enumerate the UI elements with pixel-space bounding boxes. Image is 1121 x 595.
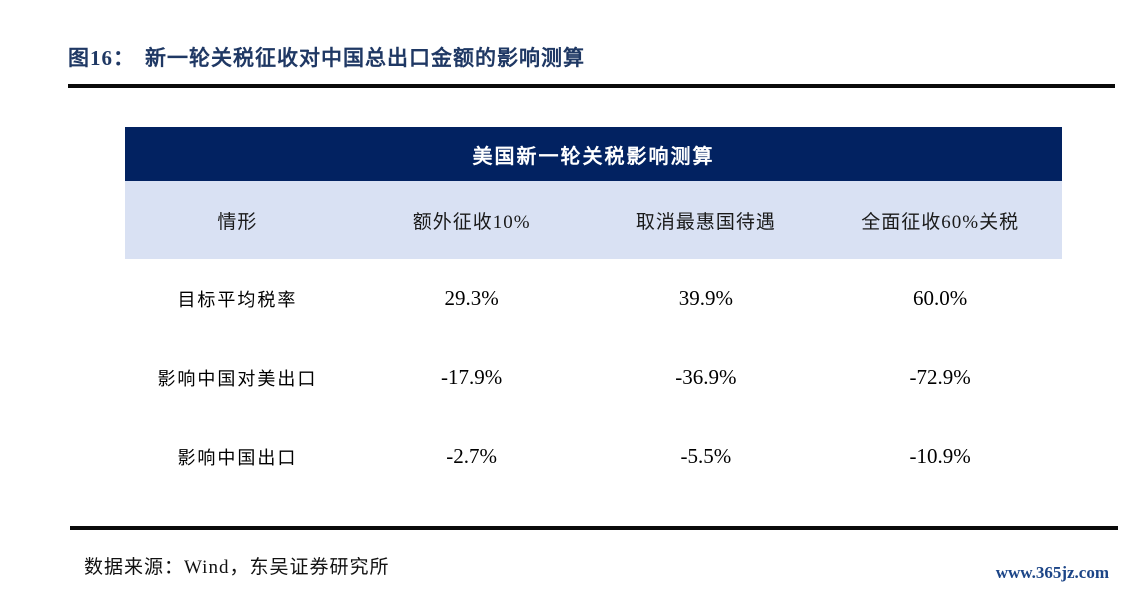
cell-value: -17.9% (441, 365, 503, 389)
cell-value: 29.3% (444, 286, 499, 310)
figure-number-label: 图16： (68, 46, 135, 70)
site-watermark-link[interactable]: www.365jz.com (995, 563, 1109, 582)
cell-value: 60.0% (913, 286, 968, 310)
tariff-impact-table: 美国新一轮关税影响测算 情形 额外征收10% 取消最惠国待遇 全面征收60%关税… (125, 127, 1062, 496)
figure-caption: 图16： 新一轮关税征收对中国总出口金额的影响测算 (68, 42, 585, 72)
top-divider-rule (68, 84, 1115, 88)
figure-title-text: 新一轮关税征收对中国总出口金额的影响测算 (145, 46, 585, 70)
table-column-header-row: 情形 额外征收10% 取消最惠国待遇 全面征收60%关税 (125, 181, 1062, 259)
data-source-note: 数据来源：Wind，东吴证券研究所 (84, 557, 390, 578)
column-header-extra-10pct: 额外征收10% (412, 211, 531, 233)
cell-value: -36.9% (675, 365, 737, 389)
table-title-bar: 美国新一轮关税影响测算 (125, 127, 1062, 181)
cell-value: -10.9% (909, 444, 971, 468)
cell-value: 39.9% (678, 286, 734, 310)
table-body: 目标平均税率 29.3% 39.9% 60.0% 影响中国对美出口 -17.9%… (125, 259, 1062, 496)
row-label-target-avg-tariff: 目标平均税率 (177, 289, 298, 310)
column-header-revoke-mfn: 取消最惠国待遇 (635, 211, 776, 233)
row-label-impact-total-exports: 影响中国出口 (177, 447, 298, 468)
cell-value: -2.7% (446, 444, 498, 468)
bottom-divider-rule (70, 526, 1118, 530)
column-header-scenario: 情形 (217, 211, 258, 233)
table-row: 影响中国出口 -2.7% -5.5% -10.9% (125, 417, 1062, 496)
column-header-full-60pct: 全面征收60%关税 (861, 211, 1020, 233)
table-row: 目标平均税率 29.3% 39.9% 60.0% (125, 259, 1062, 338)
row-label-impact-exports-to-us: 影响中国对美出口 (157, 368, 318, 389)
cell-value: -72.9% (909, 365, 971, 389)
table-row: 影响中国对美出口 -17.9% -36.9% -72.9% (125, 338, 1062, 417)
cell-value: -5.5% (680, 444, 732, 468)
